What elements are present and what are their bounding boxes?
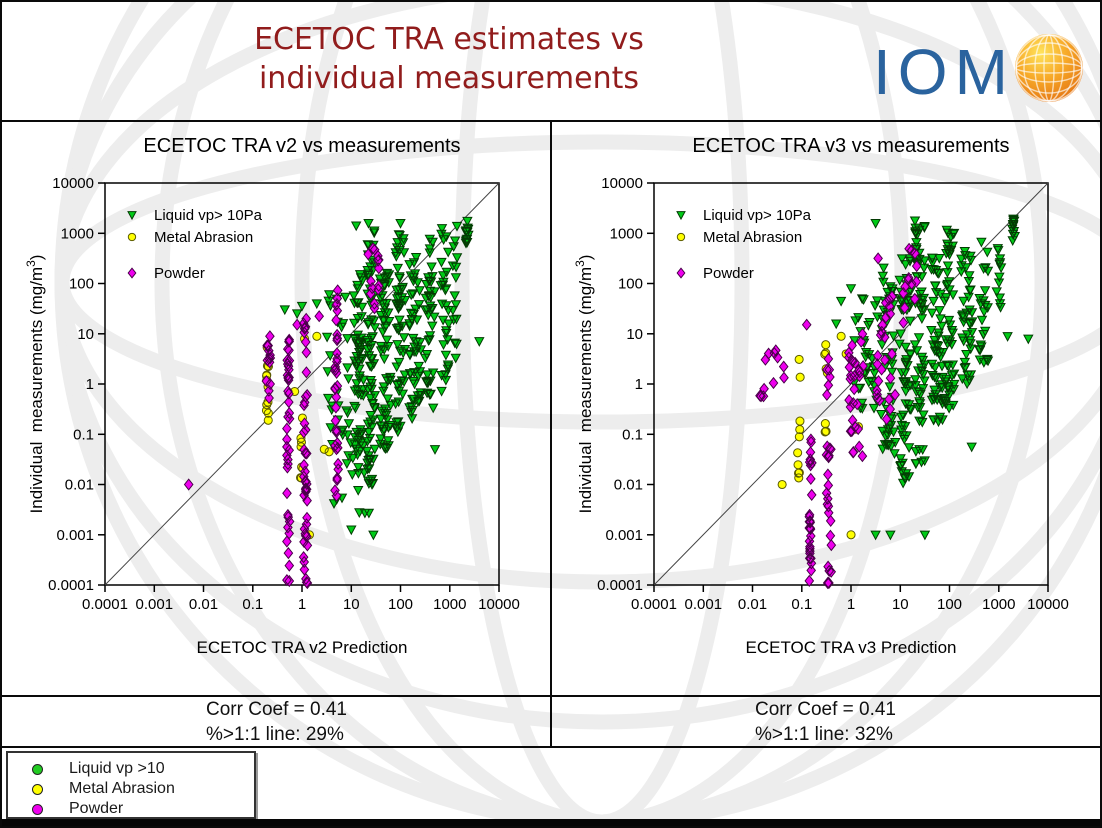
bottom-bar	[2, 819, 1100, 826]
legend-diamond-icon	[127, 267, 137, 279]
legend-triangle-icon	[676, 211, 686, 221]
legend-label: Powder	[154, 265, 205, 282]
series-diamond	[183, 242, 384, 590]
liquid-dot-icon	[32, 763, 43, 775]
svg-text:0.001: 0.001	[685, 596, 723, 613]
pct-line-v2: %>1:1 line: 29%	[206, 723, 344, 745]
chart-title: ECETOC TRA v3 vs measurements	[692, 135, 1009, 157]
svg-text:1: 1	[847, 596, 855, 613]
iom-logo: IOM	[873, 34, 1083, 108]
x-axis: 0.0001 0.001 0.01 0.1 1 10 100 1000 10000 ECETOC …	[631, 585, 1069, 657]
legend-diamond-icon	[676, 267, 686, 279]
chart-title: ECETOC TRA v2 vs measurements	[143, 135, 460, 157]
svg-text:1000: 1000	[433, 596, 466, 613]
chart-v2: ECETOC TRA v2 vs measurements 0.0001 0.001…	[24, 135, 520, 657]
svg-text:10: 10	[343, 596, 360, 613]
svg-text:0.0001: 0.0001	[597, 577, 643, 594]
svg-text:0.01: 0.01	[65, 477, 94, 494]
svg-text:10000: 10000	[52, 175, 94, 192]
svg-text:0.001: 0.001	[605, 527, 643, 544]
iom-logo-globe	[1015, 34, 1083, 102]
powder-dot-icon	[32, 803, 43, 815]
legend-triangle-icon	[127, 211, 137, 221]
y-axis-label: Individual measurements (mg/m3)	[573, 255, 595, 514]
series-diamond	[755, 242, 922, 590]
iom-logo-text: IOM	[873, 36, 1015, 108]
svg-text:0.1: 0.1	[622, 426, 643, 443]
svg-text:0.1: 0.1	[73, 426, 94, 443]
stats-cell-v2: Corr Coef = 0.41 %>1:1 line: 29%	[2, 697, 551, 746]
plot-legend: Liquid vp> 10Pa Metal Abrasion Powder	[676, 207, 812, 282]
svg-text:1000: 1000	[982, 596, 1015, 613]
header: ECETOC TRA estimates vs individual measu…	[2, 2, 1100, 122]
metal-dot-icon	[32, 783, 43, 795]
page-title-line1: ECETOC TRA estimates vs	[254, 22, 644, 57]
legend-label: Liquid vp> 10Pa	[703, 207, 812, 224]
page-title-line2: individual measurements	[258, 61, 640, 96]
footer-legend-item-metal: Metal Abrasion	[32, 779, 254, 799]
stats-band: Corr Coef = 0.41 %>1:1 line: 29% Corr Co…	[2, 695, 1100, 748]
x-axis-label: ECETOC TRA v3 Prediction	[745, 638, 956, 657]
footer-legend-item-liquid: Liquid vp >10	[32, 759, 254, 779]
svg-text:0.01: 0.01	[738, 596, 767, 613]
legend-label: Metal Abrasion	[154, 229, 253, 246]
legend-label: Liquid vp> 10Pa	[154, 207, 263, 224]
legend-label: Powder	[703, 265, 754, 282]
svg-text:10000: 10000	[601, 175, 643, 192]
svg-text:0.01: 0.01	[189, 596, 218, 613]
footer-legend: Liquid vp >10 Metal Abrasion Powder	[6, 751, 256, 819]
svg-text:1000: 1000	[61, 225, 94, 242]
svg-text:100: 100	[618, 276, 643, 293]
svg-text:10: 10	[77, 326, 94, 343]
footer-legend-label: Powder	[69, 800, 124, 817]
panel-divider	[550, 122, 552, 748]
svg-text:10: 10	[892, 596, 909, 613]
footer-legend-item-powder: Powder	[32, 799, 254, 819]
corr-coef-v3: Corr Coef = 0.41	[755, 698, 896, 720]
corr-coef-v2: Corr Coef = 0.41	[206, 698, 347, 720]
pct-line-v3: %>1:1 line: 32%	[755, 723, 893, 745]
page-title: ECETOC TRA estimates vs individual measu…	[149, 20, 749, 98]
svg-text:10000: 10000	[478, 596, 520, 613]
x-axis: 0.0001 0.001 0.01 0.1 1 10 100 1000 10000 ECETOC …	[82, 585, 520, 657]
series-circle	[777, 331, 863, 540]
plot-legend: Liquid vp> 10Pa Metal Abrasion Powder	[127, 207, 263, 282]
legend-circle-icon	[676, 232, 686, 242]
y-axis: 0.0001 0.001 0.01 0.1 1 10 100 1000 10000 Individ…	[573, 175, 654, 594]
footer-legend-label: Liquid vp >10	[69, 760, 165, 777]
x-axis-label: ECETOC TRA v2 Prediction	[196, 638, 407, 657]
svg-text:0.1: 0.1	[242, 596, 263, 613]
svg-text:0.01: 0.01	[614, 477, 643, 494]
svg-text:1000: 1000	[610, 225, 643, 242]
svg-text:0.001: 0.001	[56, 527, 94, 544]
chart-panel-v2: ECETOC TRA v2 vs measurements 0.0001 0.001…	[2, 122, 551, 695]
stats-cell-v3: Corr Coef = 0.41 %>1:1 line: 32%	[551, 697, 1100, 746]
svg-text:0.0001: 0.0001	[48, 577, 94, 594]
svg-text:0.0001: 0.0001	[82, 596, 128, 613]
svg-text:10: 10	[626, 326, 643, 343]
svg-text:1: 1	[86, 376, 94, 393]
svg-text:0.1: 0.1	[791, 596, 812, 613]
y-axis-label: Individual measurements (mg/m3)	[24, 255, 46, 514]
series-triangle	[279, 216, 485, 541]
legend-circle-icon	[127, 232, 137, 242]
chart-panel-v3: ECETOC TRA v3 vs measurements 0.0001 0.001…	[551, 122, 1100, 695]
svg-text:10000: 10000	[1027, 596, 1069, 613]
svg-text:0.001: 0.001	[136, 596, 174, 613]
svg-text:1: 1	[635, 376, 643, 393]
svg-text:0.0001: 0.0001	[631, 596, 677, 613]
svg-text:100: 100	[937, 596, 962, 613]
y-axis: 0.0001 0.001 0.01 0.1 1 10 100 1000 10000 Individ…	[24, 175, 105, 594]
svg-text:1: 1	[298, 596, 306, 613]
svg-text:100: 100	[388, 596, 413, 613]
legend-label: Metal Abrasion	[703, 229, 802, 246]
chart-v3: ECETOC TRA v3 vs measurements 0.0001 0.001…	[573, 135, 1069, 657]
svg-text:100: 100	[69, 276, 94, 293]
footer-legend-label: Metal Abrasion	[69, 780, 175, 797]
